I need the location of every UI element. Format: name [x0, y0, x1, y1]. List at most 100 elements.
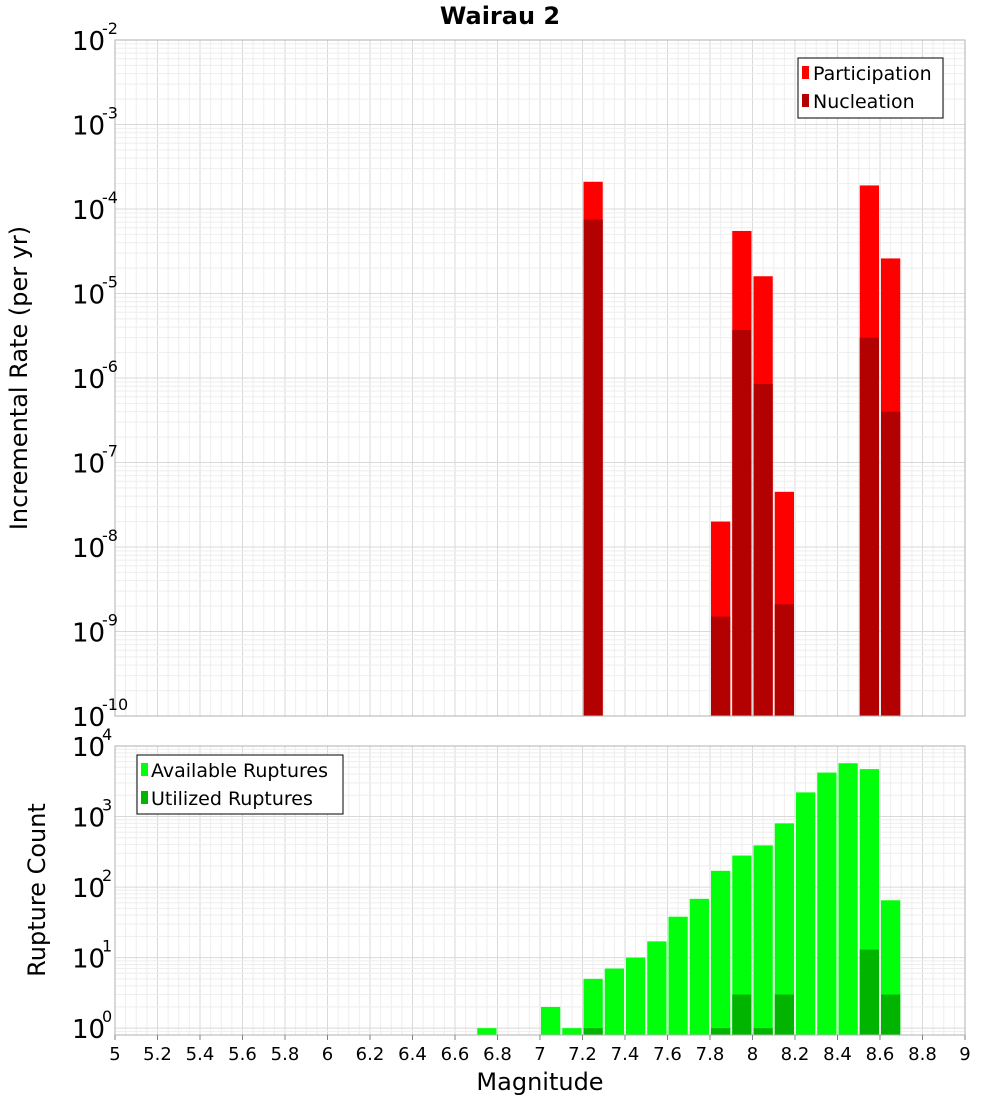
top-y-ticks: 10-210-310-410-510-610-710-810-910-10 — [72, 19, 128, 733]
y-tick-exponent: 3 — [102, 796, 112, 815]
y-tick-label: 10 — [72, 1015, 105, 1045]
x-tick-label: 5.6 — [228, 1044, 257, 1065]
bar-count-available-ruptures — [477, 1028, 497, 1035]
x-tick-label: 5.2 — [143, 1044, 172, 1065]
y-tick-exponent: 1 — [102, 937, 112, 956]
y-tick-label: 10 — [72, 112, 105, 142]
y-tick-label: 10 — [72, 804, 105, 834]
bar-count-utilized-ruptures — [859, 949, 879, 1035]
x-tick-label: 6.8 — [483, 1044, 512, 1065]
x-tick-label: 9 — [959, 1044, 970, 1065]
y-tick-exponent: 0 — [102, 1007, 112, 1026]
x-tick-label: 7.4 — [611, 1044, 640, 1065]
top-y-axis-label: Incremental Rate (per yr) — [5, 226, 33, 530]
bottom-legend: Available Ruptures Utilized Ruptures — [136, 754, 344, 815]
legend-swatch-available-ruptures — [141, 763, 148, 776]
bar-count-available-ruptures — [732, 855, 752, 1035]
bottom-bars — [477, 763, 901, 1035]
bar-count-utilized-ruptures — [583, 1028, 603, 1035]
top-plot-frame — [114, 39, 966, 717]
legend-swatch-nucleation — [802, 94, 809, 107]
y-tick-exponent: -5 — [102, 273, 118, 292]
bar-count-utilized-ruptures — [732, 994, 752, 1035]
x-tick-label: 6 — [322, 1044, 333, 1065]
bar-count-available-ruptures — [583, 978, 603, 1035]
y-tick-label: 10 — [72, 281, 105, 311]
bar-count-available-ruptures — [711, 870, 731, 1035]
bar-rate-nucleation — [711, 616, 731, 716]
bar-rate-nucleation — [753, 383, 773, 716]
bar-count-available-ruptures — [647, 941, 667, 1035]
bar-count-available-ruptures — [774, 823, 794, 1035]
top-bars — [583, 181, 901, 717]
bar-count-available-ruptures — [626, 957, 646, 1035]
y-tick-exponent: -4 — [102, 188, 118, 207]
bar-count-available-ruptures — [604, 968, 624, 1035]
y-tick-exponent: -2 — [102, 19, 118, 38]
y-tick-exponent: -7 — [102, 442, 118, 461]
top-panel: 10-210-310-410-510-610-710-810-910-10 In… — [5, 19, 966, 733]
y-tick-label: 10 — [72, 365, 105, 395]
bar-count-available-ruptures — [817, 772, 837, 1035]
x-tick-label: 6.4 — [398, 1044, 427, 1065]
x-tick-label: 8.8 — [908, 1044, 937, 1065]
x-tick-label: 7.6 — [653, 1044, 682, 1065]
legend-label-nucleation: Nucleation — [813, 91, 915, 113]
y-tick-label: 10 — [72, 534, 105, 564]
legend-label-available-ruptures: Available Ruptures — [151, 760, 328, 782]
y-tick-exponent: -6 — [102, 357, 118, 376]
x-tick-label: 8.2 — [781, 1044, 810, 1065]
x-tick-label: 8.4 — [823, 1044, 852, 1065]
bar-count-utilized-ruptures — [711, 1028, 731, 1035]
bar-count-utilized-ruptures — [774, 994, 794, 1035]
y-tick-exponent: 2 — [102, 866, 112, 885]
x-tick-label: 6.6 — [441, 1044, 470, 1065]
bar-rate-nucleation — [859, 337, 879, 716]
bottom-legend-box — [136, 754, 344, 815]
bar-count-utilized-ruptures — [753, 1028, 773, 1035]
x-tick-label: 7 — [534, 1044, 545, 1065]
bottom-y-axis-label: Rupture Count — [23, 803, 51, 977]
x-tick-label: 7.8 — [696, 1044, 725, 1065]
y-tick-exponent: 4 — [102, 725, 112, 744]
legend-label-utilized-ruptures: Utilized Ruptures — [151, 788, 313, 810]
bar-count-available-ruptures — [753, 845, 773, 1035]
legend-swatch-participation — [802, 66, 809, 79]
bar-count-available-ruptures — [541, 1006, 561, 1035]
bar-count-available-ruptures — [796, 792, 816, 1035]
chart-title: Wairau 2 — [440, 2, 560, 30]
top-grid — [114, 40, 966, 717]
bar-rate-nucleation — [732, 329, 752, 716]
x-tick-label: 6.2 — [356, 1044, 385, 1065]
x-tick-label: 7.2 — [568, 1044, 597, 1065]
x-axis-label: Magnitude — [476, 1068, 603, 1096]
y-tick-label: 10 — [72, 27, 105, 57]
y-tick-exponent: -8 — [102, 526, 118, 545]
bar-count-available-ruptures — [838, 763, 858, 1035]
x-tick-label: 5.4 — [186, 1044, 215, 1065]
x-tick-label: 8.6 — [866, 1044, 895, 1065]
bar-rate-nucleation — [881, 411, 901, 716]
bar-count-available-ruptures — [689, 898, 709, 1035]
legend-swatch-utilized-ruptures — [141, 791, 148, 804]
y-tick-label: 10 — [72, 733, 105, 763]
y-tick-exponent: -9 — [102, 611, 118, 630]
y-tick-label: 10 — [72, 945, 105, 975]
x-tick-label: 5 — [109, 1044, 120, 1065]
bar-rate-nucleation — [583, 219, 603, 717]
y-tick-label: 10 — [72, 196, 105, 226]
y-tick-label: 10 — [72, 619, 105, 649]
x-tick-label: 5.8 — [271, 1044, 300, 1065]
legend-label-participation: Participation — [813, 63, 932, 85]
y-tick-exponent: -10 — [102, 695, 128, 714]
x-ticks: 5 5.2 5.4 5.6 5.8 6 6.2 6.4 6.6 6.8 7 7.2 7.4 7.6 7.8 8… — [109, 1035, 971, 1065]
bar-count-utilized-ruptures — [881, 994, 901, 1035]
x-tick-label: 8 — [747, 1044, 758, 1065]
top-legend-box — [797, 57, 944, 119]
bar-count-available-ruptures — [668, 916, 688, 1035]
y-tick-label: 10 — [72, 450, 105, 480]
y-tick-label: 10 — [72, 703, 105, 733]
